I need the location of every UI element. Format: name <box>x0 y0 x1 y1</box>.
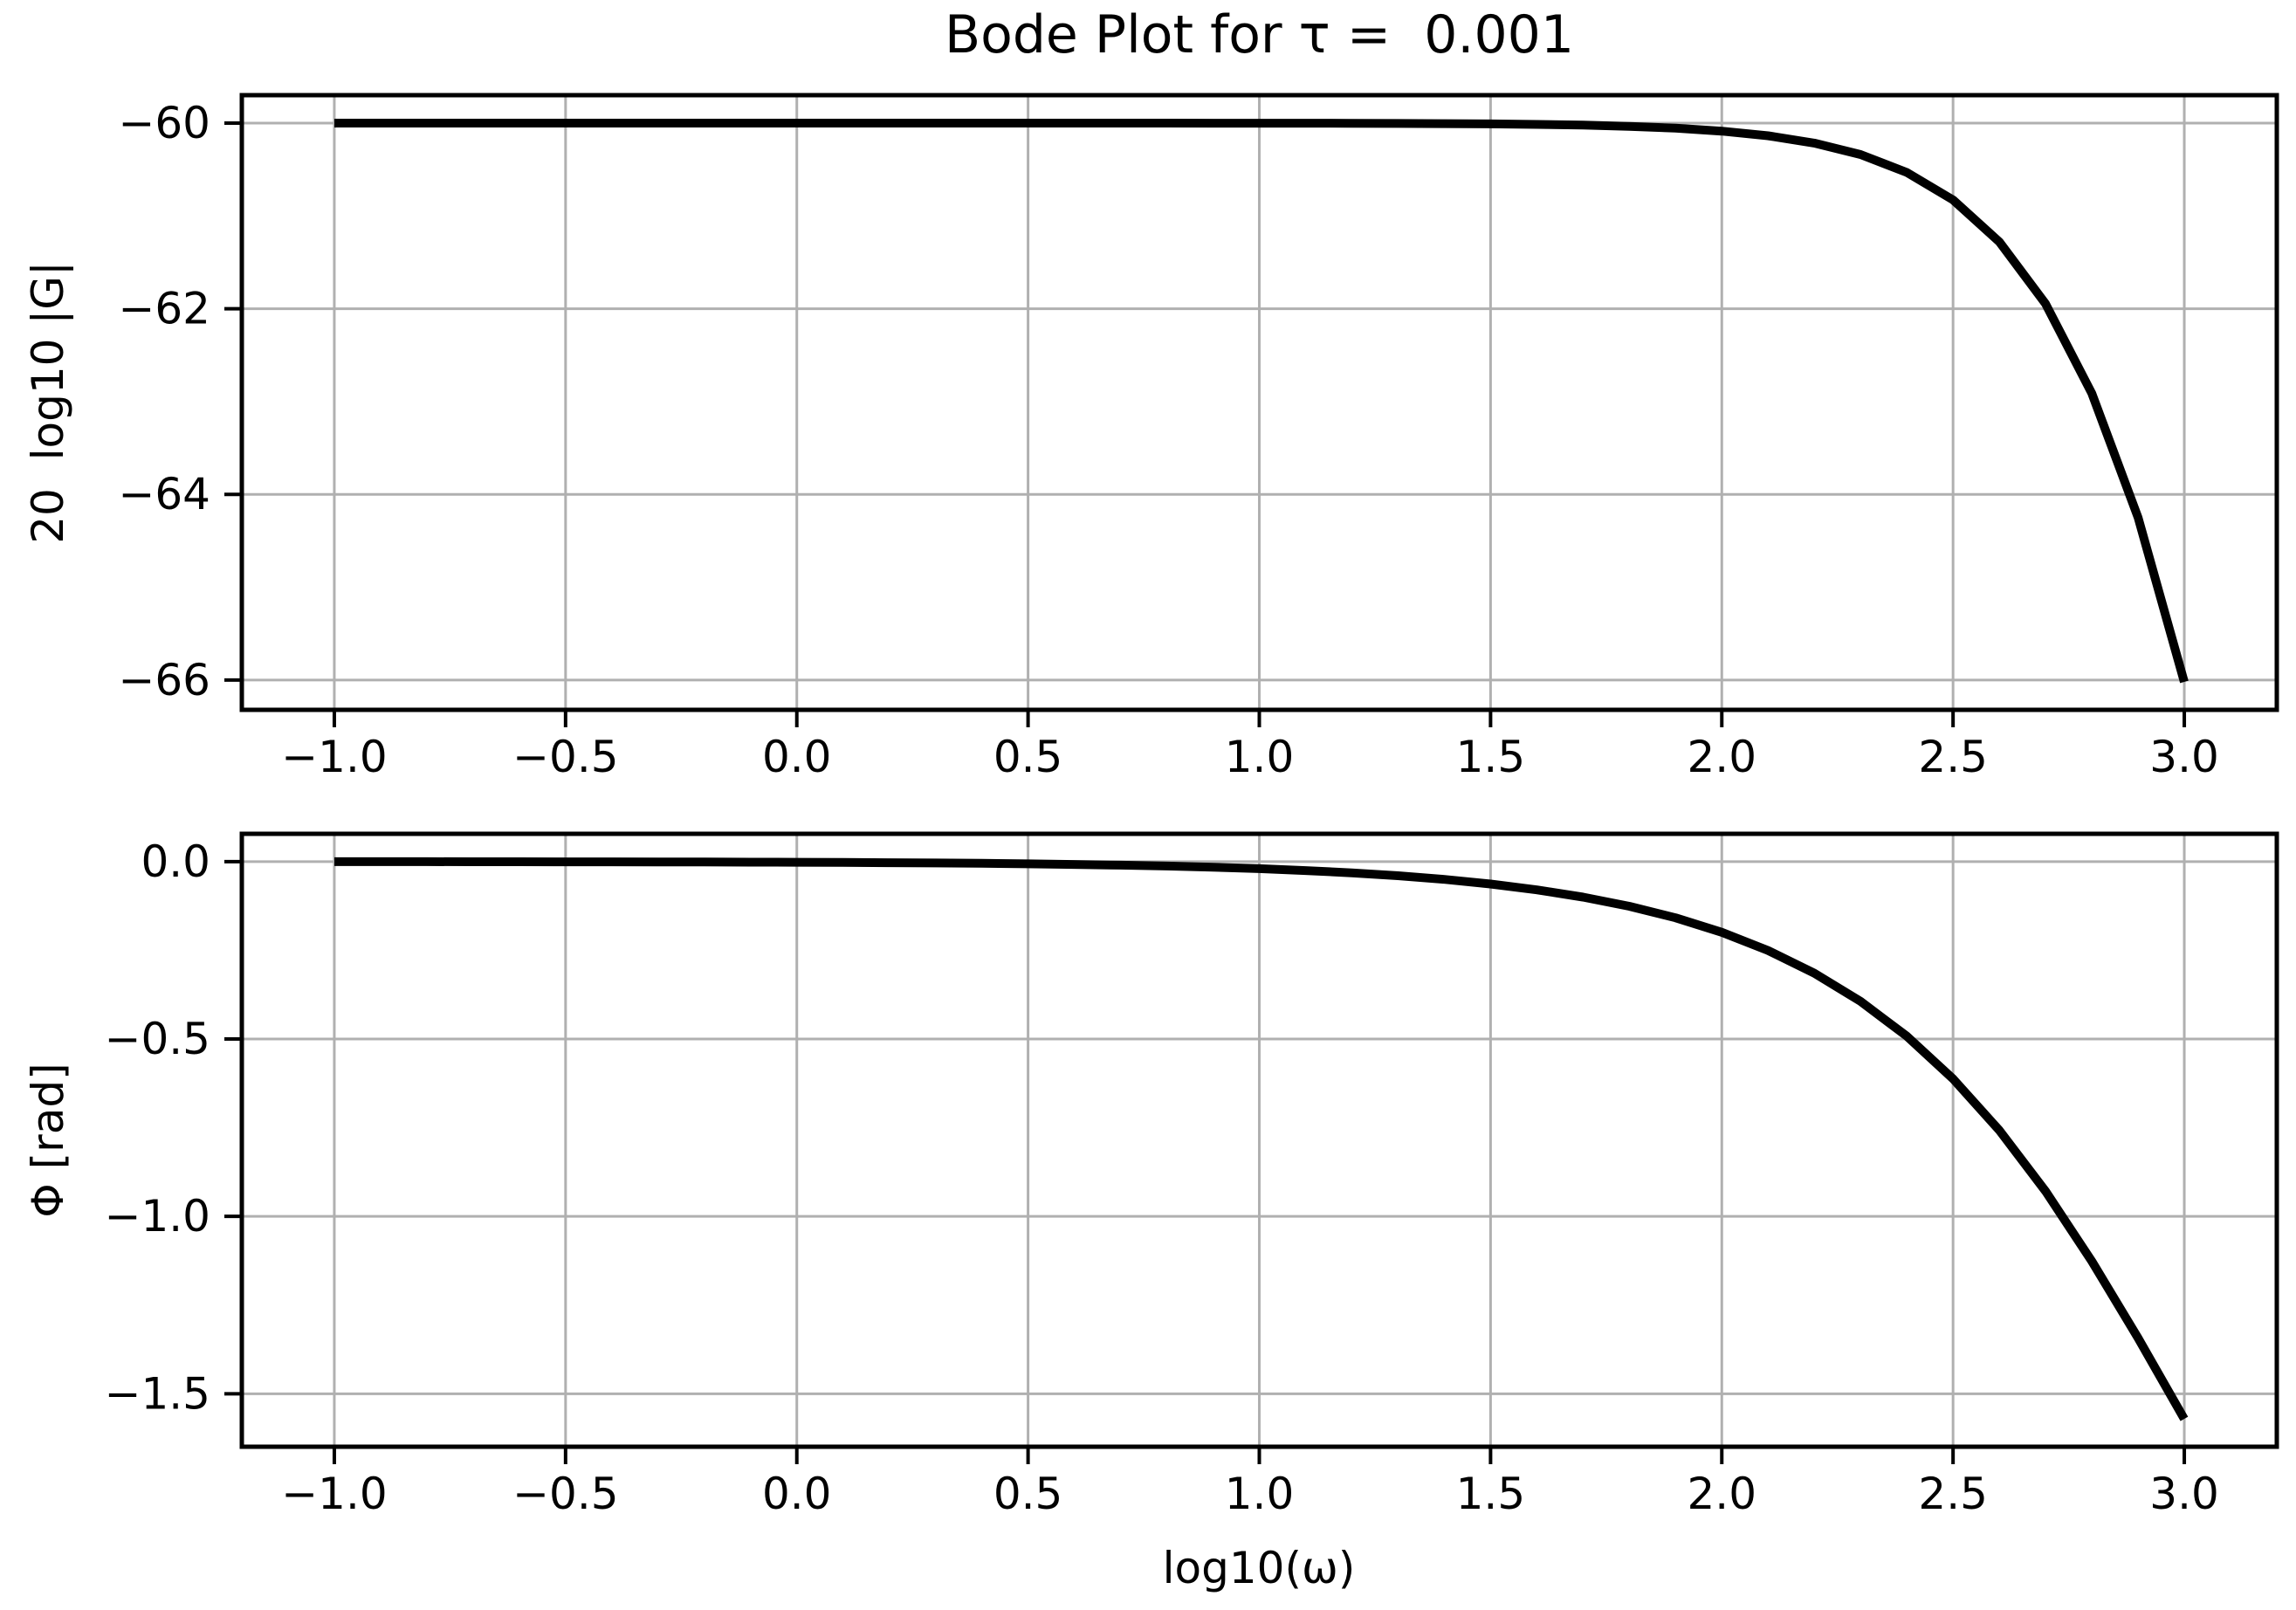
x-tick-label: 1.5 <box>1456 1469 1526 1519</box>
x-tick-label: 2.0 <box>1688 732 1757 782</box>
x-tick-label: −1.0 <box>281 1469 387 1519</box>
magnitude-axes: −1.0 −0.5 0.0 0.5 1.0 1.5 2.0 2.5 3.0 −60 −62 −64 −6… <box>23 93 2279 782</box>
y-tick-label: −62 <box>118 284 210 334</box>
phase-grid <box>242 834 2277 1447</box>
phase-y-axis-label: Φ [rad] <box>23 1063 73 1217</box>
y-tick-label: −60 <box>118 98 210 148</box>
x-tick-label: 2.0 <box>1688 1469 1757 1519</box>
phase-tick-labels: −1.0 −0.5 0.0 0.5 1.0 1.5 2.0 2.5 3.0 0.0 −0.5 −1.0… <box>105 836 2219 1519</box>
figure-title: Bode Plot for τ = 0.001 <box>944 4 1575 65</box>
magnitude-grid <box>242 95 2277 710</box>
x-tick-label: 1.5 <box>1456 732 1526 782</box>
magnitude-tick-labels: −1.0 −0.5 0.0 0.5 1.0 1.5 2.0 2.5 3.0 −60 −62 −64 −6… <box>118 98 2218 782</box>
x-tick-label: 2.5 <box>1918 732 1988 782</box>
y-tick-label: −66 <box>118 655 210 705</box>
x-tick-label: 0.5 <box>993 732 1063 782</box>
x-tick-label: 0.0 <box>762 732 832 782</box>
phase-ticks <box>224 859 2187 1464</box>
y-tick-label: 0.0 <box>141 836 210 887</box>
phase-subplot: −1.0 −0.5 0.0 0.5 1.0 1.5 2.0 2.5 3.0 0.0 −0.5 −1.0… <box>23 831 2279 1593</box>
x-tick-label: −0.5 <box>512 1469 618 1519</box>
magnitude-curve <box>334 119 2189 684</box>
y-tick-label: −1.5 <box>105 1368 210 1419</box>
x-tick-label: 1.0 <box>1225 732 1295 782</box>
x-tick-label: −1.0 <box>281 732 387 782</box>
x-tick-label: 2.5 <box>1918 1469 1988 1519</box>
phase-curve <box>334 857 2189 1421</box>
y-tick-label: −1.0 <box>105 1191 210 1242</box>
x-tick-label: 0.0 <box>762 1469 832 1519</box>
x-tick-label: 3.0 <box>2149 732 2219 782</box>
x-tick-label: 1.0 <box>1225 1469 1295 1519</box>
magnitude-y-axis-label: 20 log10 |G| <box>23 261 73 544</box>
y-tick-label: −0.5 <box>105 1014 210 1064</box>
phase-axes: −1.0 −0.5 0.0 0.5 1.0 1.5 2.0 2.5 3.0 0.0 −0.5 −1.0… <box>23 831 2279 1593</box>
magnitude-subplot: −1.0 −0.5 0.0 0.5 1.0 1.5 2.0 2.5 3.0 −60 −62 −64 −6… <box>23 93 2279 782</box>
x-axis-label: log10(ω) <box>1163 1543 1356 1593</box>
magnitude-ticks <box>224 120 2187 727</box>
x-tick-label: −0.5 <box>512 732 618 782</box>
y-tick-label: −64 <box>118 469 210 519</box>
x-tick-label: 0.5 <box>993 1469 1063 1519</box>
x-tick-label: 3.0 <box>2149 1469 2219 1519</box>
